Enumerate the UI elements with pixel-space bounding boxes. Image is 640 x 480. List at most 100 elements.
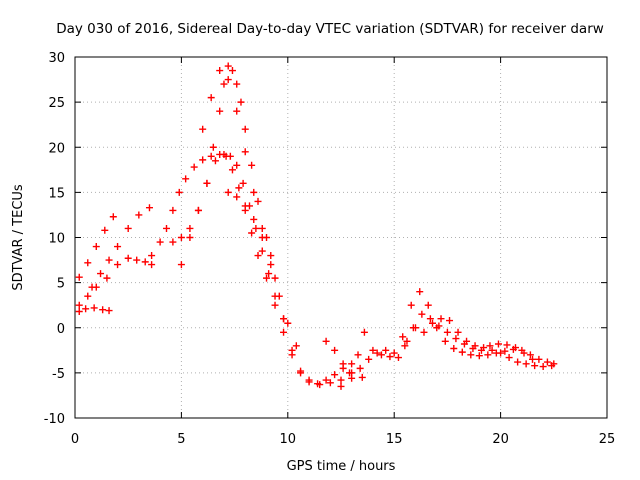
data-point (263, 274, 271, 282)
data-point (226, 152, 234, 160)
data-point (199, 156, 207, 164)
data-point (186, 224, 194, 232)
data-point (356, 364, 364, 372)
data-point (292, 342, 300, 350)
data-point (520, 349, 528, 357)
data-point (228, 166, 236, 174)
data-point (322, 337, 330, 345)
data-point (252, 224, 260, 232)
data-point (331, 346, 339, 354)
data-point (322, 376, 330, 384)
data-point (175, 188, 183, 196)
data-point (90, 304, 98, 312)
data-point (446, 317, 454, 325)
data-point (407, 301, 415, 309)
data-point (275, 292, 283, 300)
data-point (248, 161, 256, 169)
data-point (339, 360, 347, 368)
data-point (443, 328, 451, 336)
data-point (271, 274, 279, 282)
x-tick-label: 5 (177, 432, 185, 447)
data-point (271, 301, 279, 309)
data-point (84, 259, 92, 267)
data-point (220, 80, 228, 88)
data-point (103, 274, 111, 282)
data-point (148, 252, 156, 260)
data-point (360, 328, 368, 336)
y-tick-label: 30 (48, 51, 65, 66)
data-point (284, 319, 292, 327)
data-point (105, 307, 113, 315)
data-point (224, 62, 232, 70)
data-point (486, 342, 494, 350)
series-track-h (199, 67, 300, 350)
data-point (239, 179, 247, 187)
data-point (441, 337, 449, 345)
series-track-b (75, 304, 113, 316)
data-point (224, 76, 232, 84)
data-point (182, 175, 190, 183)
series-track-f (169, 62, 366, 389)
y-tick-label: 15 (48, 186, 65, 201)
data-point (254, 197, 262, 205)
data-point (488, 346, 496, 354)
data-point (97, 270, 105, 278)
data-point (124, 224, 132, 232)
data-point (429, 319, 437, 327)
data-point (401, 342, 409, 350)
data-point (99, 306, 107, 314)
data-point (280, 328, 288, 336)
series-track-c (75, 254, 156, 309)
y-tick-label: 25 (48, 96, 65, 111)
data-point (505, 354, 513, 362)
data-point (194, 206, 202, 214)
y-tick-label: 0 (57, 322, 65, 337)
data-point (75, 301, 83, 309)
y-axis-label: SDTVAR / TECUs (11, 184, 26, 291)
data-point (409, 324, 417, 332)
data-point (233, 107, 241, 115)
data-point (437, 315, 445, 323)
data-point (297, 369, 305, 377)
y-tick-label: 10 (48, 232, 65, 247)
data-point (460, 340, 468, 348)
data-point (209, 143, 217, 151)
data-point (233, 193, 241, 201)
series-track-l (401, 310, 537, 363)
data-point (458, 348, 466, 356)
series-track-a (75, 213, 117, 281)
data-point (539, 363, 547, 371)
data-point (386, 353, 394, 361)
data-point (424, 301, 432, 309)
data-point (211, 157, 219, 165)
data-point (114, 261, 122, 269)
data-point (450, 345, 458, 353)
data-point (199, 125, 207, 133)
data-point (84, 292, 92, 300)
data-point (92, 243, 100, 251)
data-point (452, 335, 460, 343)
data-point (326, 379, 334, 387)
data-point (280, 315, 288, 323)
data-point (390, 349, 398, 357)
data-point (203, 179, 211, 187)
data-point (399, 333, 407, 341)
axis-ticks: 0 5 10 15 20 25 -10 -5 0 5 10 15 20 25 30 (44, 51, 616, 447)
data-point (531, 362, 539, 370)
series-track-i (224, 188, 275, 260)
x-tick-label: 0 (71, 432, 79, 447)
data-point (190, 163, 198, 171)
data-point (267, 261, 275, 269)
data-point (250, 215, 258, 223)
data-point (224, 188, 232, 196)
data-points (75, 62, 558, 390)
data-point (254, 252, 262, 260)
series-track-g (177, 150, 288, 323)
data-point (133, 256, 141, 264)
data-point (418, 310, 426, 318)
series-track-j (322, 288, 558, 377)
data-point (241, 148, 249, 156)
grid (75, 57, 607, 418)
data-point (88, 283, 96, 291)
data-point (163, 224, 171, 232)
